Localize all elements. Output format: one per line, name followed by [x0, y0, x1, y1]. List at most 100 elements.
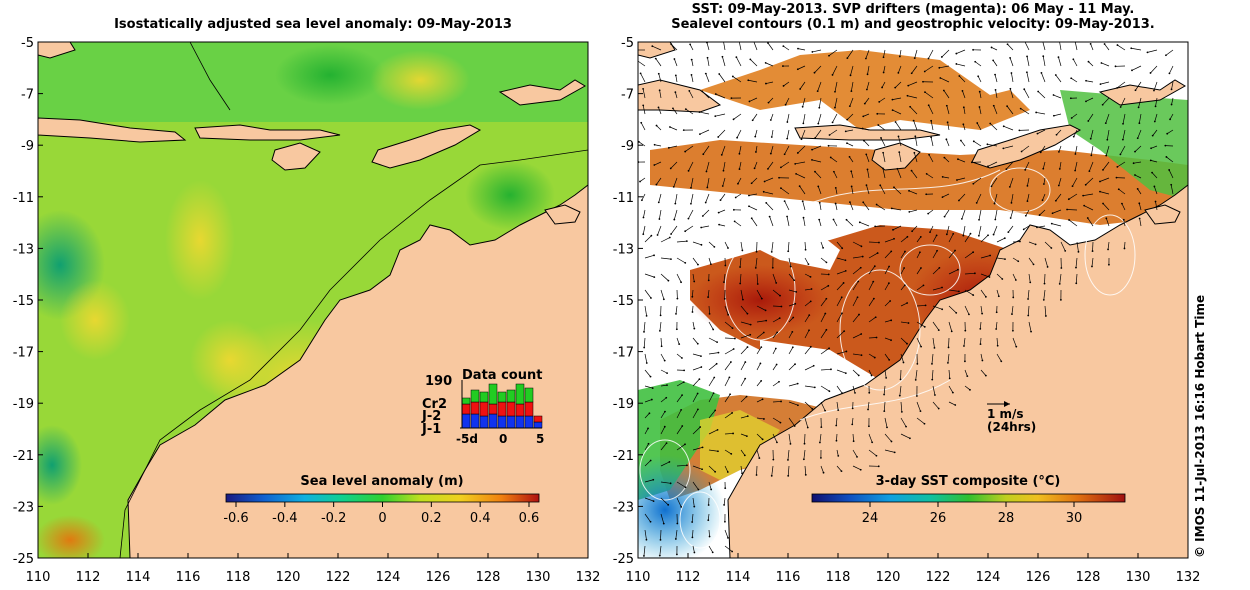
velocity-arrow-head — [812, 364, 815, 367]
right-map[interactable] — [605, 39, 1188, 565]
velocity-arrow-head — [765, 82, 767, 85]
velocity-arrow — [900, 401, 903, 412]
velocity-arrow — [1134, 174, 1142, 179]
velocity-arrow — [804, 365, 814, 371]
velocity-arrow-head — [717, 351, 720, 354]
velocity-arrow — [846, 142, 854, 147]
velocity-arrow — [820, 385, 830, 392]
velocity-arrow — [836, 369, 846, 374]
velocity-arrow-head — [915, 395, 918, 397]
velocity-arrow-head — [716, 428, 719, 431]
velocity-arrow — [994, 74, 998, 83]
velocity-arrow-head — [686, 464, 688, 467]
velocity-arrow-head — [1039, 151, 1042, 154]
velocity-arrow — [1044, 257, 1048, 268]
velocity-arrow — [787, 241, 790, 252]
velocity-arrow — [812, 49, 822, 53]
velocity-arrow — [1044, 241, 1052, 249]
velocity-arrow — [868, 337, 877, 339]
velocity-arrow-head — [680, 408, 683, 411]
velocity-arrow — [708, 449, 718, 452]
velocity-arrow — [660, 337, 662, 347]
velocity-arrow-head — [890, 339, 892, 342]
velocity-arrow — [701, 225, 710, 228]
velocity-arrow-head — [890, 207, 893, 210]
velocity-arrow-head — [750, 217, 753, 220]
velocity-arrow — [883, 401, 886, 412]
velocity-arrow-head — [846, 57, 849, 60]
velocity-arrow — [756, 380, 762, 387]
velocity-arrow-head — [844, 372, 847, 375]
velocity-arrow — [957, 158, 966, 163]
velocity-arrow-head — [828, 134, 831, 136]
velocity-arrow — [675, 305, 678, 314]
colorbar-tick-label: 26 — [930, 511, 947, 526]
velocity-arrow-head — [1138, 202, 1141, 205]
data-count-bar-segment — [488, 413, 498, 429]
velocity-arrow — [724, 377, 730, 387]
velocity-arrow — [692, 366, 702, 371]
data-count-bar-segment — [506, 415, 516, 429]
velocity-arrow — [1091, 257, 1094, 267]
velocity-arrow-head — [794, 162, 797, 165]
velocity-arrow-head — [698, 378, 701, 381]
velocity-arrow — [1105, 145, 1110, 156]
velocity-arrow — [820, 241, 824, 248]
lon-tick-label: 122 — [326, 570, 351, 585]
velocity-arrow — [692, 545, 695, 553]
velocity-arrow-head — [690, 73, 693, 76]
velocity-arrow-head — [1007, 231, 1010, 234]
velocity-arrow — [639, 177, 646, 182]
velocity-arrow-head — [850, 185, 853, 188]
data-count-bar-segment — [488, 403, 498, 415]
velocity-arrow — [699, 129, 710, 135]
velocity-arrow-head — [753, 167, 756, 170]
velocity-arrow — [692, 305, 694, 313]
velocity-arrow-head — [704, 201, 707, 204]
data-count-bar-segment — [506, 401, 516, 417]
velocity-arrow-head — [927, 104, 930, 107]
velocity-arrow-head — [1117, 188, 1120, 191]
left-map[interactable] — [15, 42, 588, 565]
velocity-arrow-head — [674, 202, 677, 205]
velocity-arrow-head — [699, 426, 702, 428]
left-java-island — [38, 117, 187, 143]
velocity-arrow-head — [667, 279, 670, 282]
velocity-arrow-head — [868, 391, 871, 394]
velocity-arrow-head — [897, 135, 900, 138]
velocity-arrow — [722, 177, 726, 187]
velocity-arrow-head — [865, 153, 868, 156]
velocity-arrow-head — [945, 233, 948, 236]
velocity-arrow-head — [784, 103, 787, 106]
velocity-arrow-head — [669, 126, 671, 128]
velocity-arrow — [836, 351, 847, 355]
velocity-arrow — [879, 97, 886, 103]
velocity-arrow-head — [893, 186, 895, 189]
velocity-arrow-head — [1091, 250, 1094, 252]
velocity-arrow — [883, 65, 886, 73]
velocity-arrow-head — [863, 102, 866, 105]
velocity-arrow-head — [1044, 315, 1047, 317]
velocity-arrow-head — [749, 333, 752, 336]
velocity-arrow-head — [1116, 165, 1119, 168]
velocity-arrow — [754, 129, 758, 137]
velocity-arrow — [707, 289, 710, 298]
velocity-arrow — [740, 289, 744, 300]
velocity-arrow-head — [813, 386, 816, 389]
velocity-arrow — [692, 337, 699, 344]
velocity-arrow — [643, 321, 646, 332]
velocity-arrow — [994, 209, 998, 220]
velocity-arrow — [820, 257, 827, 263]
velocity-arrow — [676, 425, 683, 435]
velocity-arrow — [1055, 193, 1062, 201]
velocity-arrow-head — [963, 345, 965, 347]
velocity-arrow — [900, 267, 905, 275]
velocity-arrow-head — [1037, 90, 1040, 93]
velocity-arrow — [1006, 105, 1014, 115]
velocity-arrow — [652, 45, 662, 51]
velocity-arrow-head — [697, 263, 699, 266]
velocity-arrow — [832, 113, 838, 123]
velocity-arrow-head — [930, 119, 933, 122]
velocity-arrow — [804, 241, 806, 250]
velocity-arrow — [836, 241, 843, 249]
